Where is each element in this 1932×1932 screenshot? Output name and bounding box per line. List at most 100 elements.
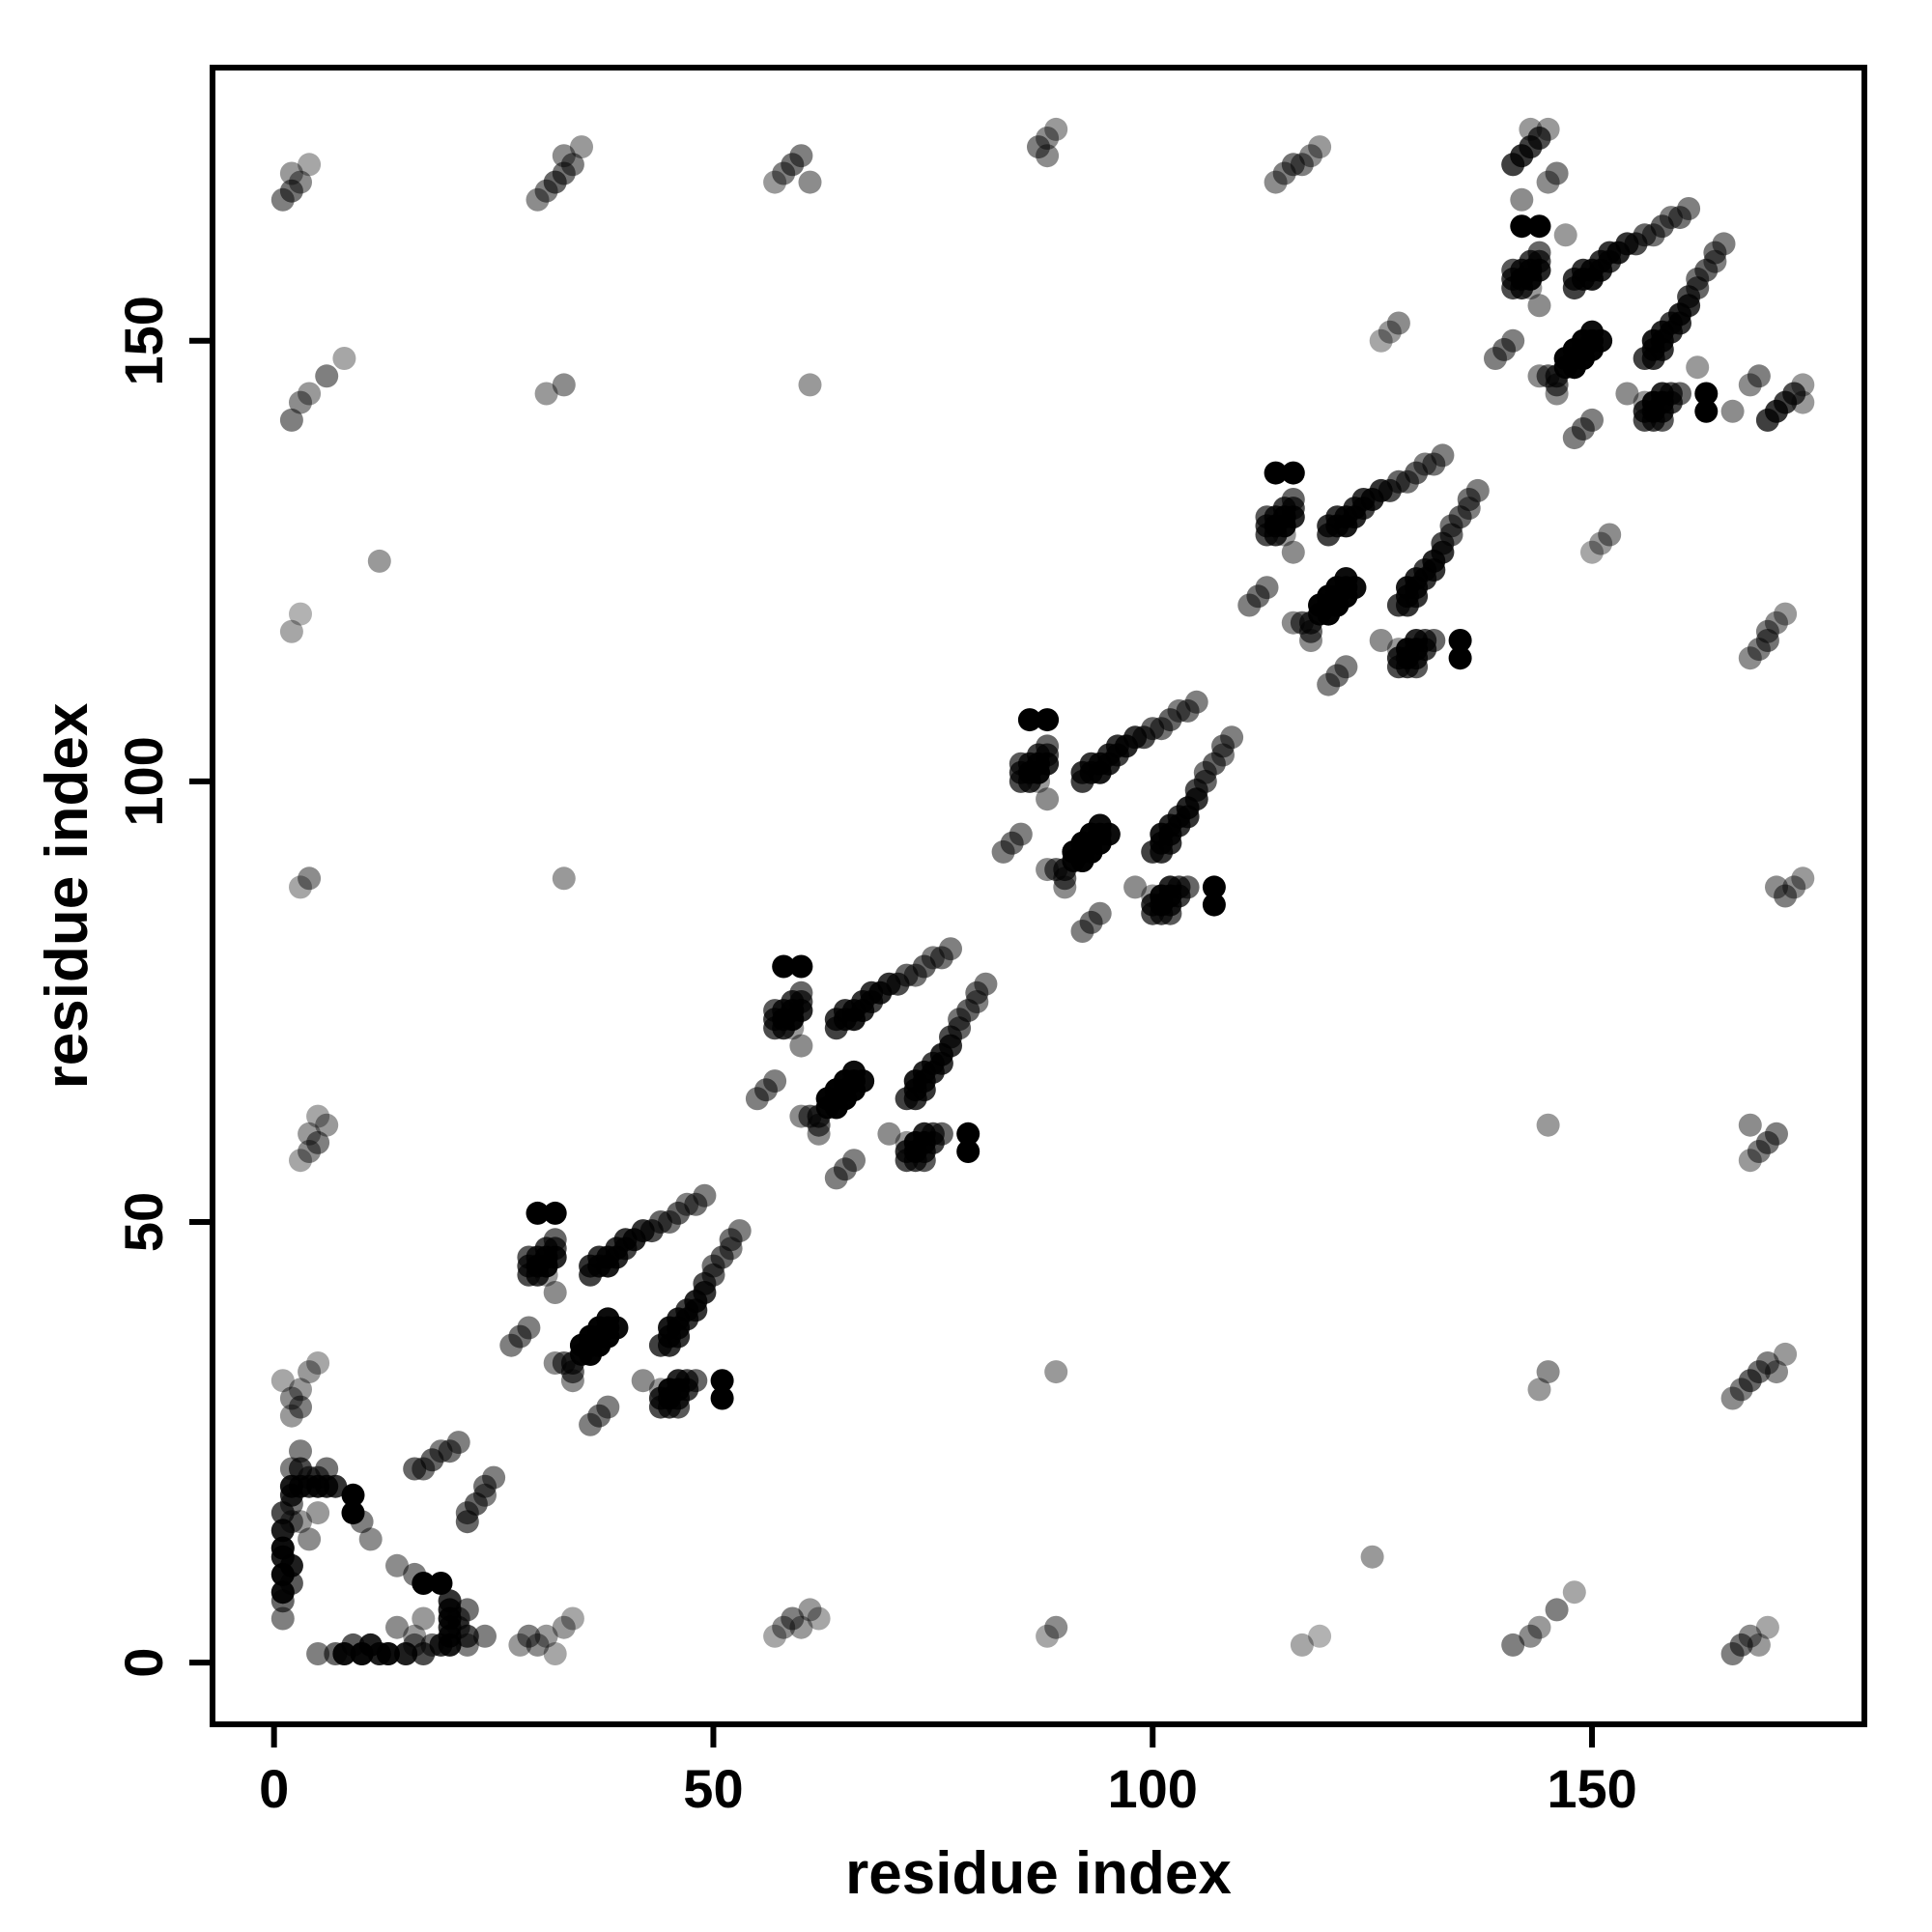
data-point (1027, 135, 1050, 159)
x-axis-tick-label: 100 (1108, 1758, 1198, 1819)
data-point (270, 1369, 295, 1393)
data-point (1527, 241, 1551, 265)
data-point (789, 1034, 813, 1058)
data-point (789, 1615, 813, 1639)
data-point (324, 1474, 348, 1498)
data-point (1386, 638, 1410, 662)
data-point (1527, 127, 1551, 150)
data-point (332, 347, 356, 370)
data-point (1036, 144, 1060, 168)
data-point (1694, 399, 1719, 423)
data-point (939, 937, 962, 961)
data-point (1053, 867, 1077, 891)
data-point (1184, 690, 1208, 714)
data-point (1589, 531, 1613, 555)
data-point (1308, 135, 1332, 159)
data-point (1044, 1360, 1068, 1384)
data-point (552, 144, 576, 168)
data-point (279, 408, 303, 432)
data-point (1044, 117, 1068, 141)
data-point (1536, 1113, 1560, 1137)
data-point (270, 1536, 295, 1560)
data-point (956, 1122, 980, 1146)
data-point (446, 1431, 470, 1455)
data-point (306, 1104, 330, 1128)
data-point (1580, 408, 1604, 432)
data-point (298, 867, 322, 891)
y-axis-title: residue index (34, 702, 100, 1089)
data-point (798, 1598, 822, 1622)
data-point (974, 972, 998, 996)
data-point (1774, 602, 1798, 626)
data-point (1686, 355, 1710, 380)
data-point (279, 1386, 303, 1410)
data-point (1448, 646, 1472, 670)
data-point (596, 1307, 620, 1331)
data-point (552, 867, 576, 891)
data-point (1765, 1122, 1788, 1146)
data-point (289, 602, 312, 626)
data-point (1036, 127, 1060, 150)
data-point (543, 1228, 567, 1252)
data-point (1510, 187, 1534, 212)
data-point (367, 549, 391, 573)
data-point (298, 382, 322, 406)
data-point (1044, 1615, 1068, 1639)
data-point (298, 1360, 322, 1384)
data-point (1510, 214, 1534, 239)
data-point (1308, 1624, 1332, 1648)
data-point (1720, 399, 1745, 423)
data-point (1527, 1378, 1551, 1402)
axes-layer: 0 50 100 150 0 50 100 150 (113, 296, 1637, 1819)
data-point (1765, 875, 1788, 899)
data-point (895, 1130, 919, 1154)
data-point (306, 1642, 330, 1665)
data-point (877, 1122, 901, 1146)
data-point (1527, 294, 1551, 318)
y-axis-tick-label: 0 (113, 1648, 174, 1678)
data-point (315, 1113, 339, 1137)
data-point (1694, 382, 1719, 406)
data-point (289, 1149, 312, 1173)
data-point (1791, 373, 1815, 397)
data-point (1765, 1360, 1788, 1384)
data-point (631, 1369, 655, 1393)
data-point (289, 1378, 312, 1402)
data-point (543, 1642, 567, 1665)
data-point (781, 1016, 805, 1040)
data-point (1290, 1633, 1314, 1657)
data-point (1774, 390, 1798, 414)
data-point (385, 1615, 409, 1639)
data-point (648, 1378, 672, 1402)
data-point (1755, 1615, 1779, 1639)
data-point (1272, 523, 1296, 547)
x-axis-tick-label: 0 (259, 1758, 289, 1819)
data-point (1255, 576, 1279, 600)
data-point (534, 382, 558, 406)
data-point (1369, 629, 1393, 652)
data-point (455, 1624, 479, 1648)
data-point (1738, 1624, 1762, 1648)
data-point (517, 1316, 541, 1340)
data-point (1545, 161, 1569, 185)
data-point (289, 1457, 312, 1481)
data-point (403, 1624, 427, 1648)
data-point (1202, 893, 1226, 917)
data-point (807, 1606, 831, 1631)
data-point (289, 1510, 312, 1534)
data-point (1501, 1633, 1525, 1657)
data-point (270, 1519, 295, 1543)
data-point (289, 875, 312, 899)
data-point (429, 1572, 453, 1595)
data-point (789, 954, 813, 979)
plot-border (210, 65, 1867, 1727)
data-point (420, 1633, 444, 1657)
data-point (1264, 461, 1288, 485)
data-point (763, 1069, 787, 1094)
data-point (789, 980, 813, 1005)
data-point (727, 1219, 752, 1243)
data-point (315, 364, 339, 388)
data-point (710, 1386, 734, 1410)
data-point (543, 1281, 567, 1304)
data-point (1036, 787, 1060, 811)
